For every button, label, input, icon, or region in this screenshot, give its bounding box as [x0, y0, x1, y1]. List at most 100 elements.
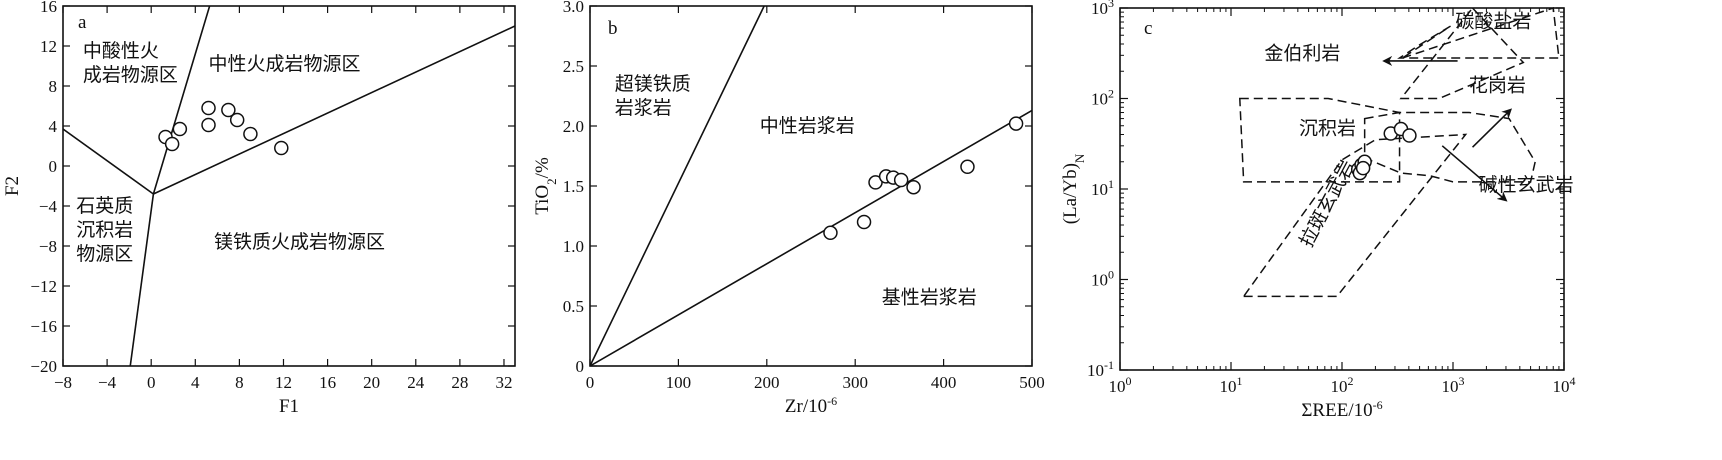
c-y-tick-exp: 1 — [1108, 177, 1114, 191]
a-region-label: 中性火成岩物源区 — [209, 53, 361, 75]
b-x-tick-label: 0 — [586, 373, 595, 392]
b-region-label-line: 岩浆岩 — [615, 97, 672, 119]
c-field-label: 拉斑玄武岩 — [1295, 157, 1359, 251]
a-region-label: 镁铁质火成岩物源区 — [214, 231, 385, 253]
a-region-label: 石英质沉积岩物源区 — [76, 195, 133, 265]
b-region-label: 超镁铁质岩浆岩 — [615, 73, 691, 119]
b-y-tick-label: 2.0 — [563, 117, 584, 136]
b-y-tick-label: 1.0 — [563, 237, 584, 256]
c-x-tick-exp: 0 — [1126, 374, 1132, 388]
b-data-point — [906, 179, 921, 195]
b-region-label-line: 超镁铁质 — [615, 73, 691, 95]
a-region-label-line: 中酸性火 — [83, 40, 159, 62]
a-region-label: 中酸性火成岩物源区 — [83, 40, 178, 86]
c-field-label: 沉积岩 — [1299, 118, 1356, 140]
b-x-tick-label: 300 — [842, 373, 868, 392]
b-y-tick-label: 3.0 — [563, 0, 584, 16]
a-y-tick-label: −4 — [39, 197, 58, 216]
b-x-tick-label: 400 — [931, 373, 957, 392]
c-x-tick-exp: 1 — [1237, 374, 1243, 388]
c-y-tick-label: 101 — [1091, 177, 1114, 199]
c-x-tick-label: 101 — [1220, 374, 1243, 396]
c-data-point — [1355, 160, 1371, 176]
c-x-tick-label: 102 — [1331, 374, 1354, 396]
a-y-tick-label: 8 — [49, 77, 58, 96]
b-x-tick-label: 500 — [1019, 373, 1045, 392]
b-boundary-lines — [590, 6, 1032, 366]
b-boundary-line — [590, 6, 765, 366]
c-y-tick-exp: 0 — [1108, 268, 1114, 282]
a-region-label-line: 物源区 — [76, 243, 133, 265]
a-data-point — [274, 140, 289, 156]
c-y-tick-label: 10-1 — [1087, 358, 1114, 380]
a-boundary-lines — [63, 6, 515, 366]
b-region-label-line: 基性岩浆岩 — [882, 287, 977, 309]
c-field-label: 金伯利岩 — [1264, 42, 1340, 64]
a-region-label-line: 镁铁质火成岩物源区 — [214, 231, 385, 253]
a-y-tick-label: −16 — [30, 317, 57, 336]
c-x-axis-label: ΣREE/10-6 — [1301, 398, 1382, 421]
c-x-tick-exp: 4 — [1570, 374, 1576, 388]
a-y-tick-label: 4 — [49, 117, 58, 136]
a-x-tick-label: 0 — [147, 373, 156, 392]
panel-a-chart: −8 −4 0 4 8 12 16 20 24 28 32 −20 −16 −12 −8 −4 0 4 8 12 16 中… — [2, 0, 516, 417]
b-data-point — [823, 225, 838, 241]
a-x-tick-label: 20 — [363, 373, 380, 392]
a-x-tick-label: −4 — [98, 373, 117, 392]
a-boundary-line — [153, 25, 515, 195]
b-x-tick-label: 200 — [754, 373, 780, 392]
b-data-point — [1008, 116, 1024, 131]
a-data-point — [164, 136, 180, 152]
c-y-axis-sub: N — [1072, 153, 1087, 163]
b-boundary-line — [590, 109, 1032, 366]
a-data-point — [201, 100, 216, 116]
c-x-axis-exp: -6 — [1373, 398, 1383, 412]
b-x-tick-label: 100 — [666, 373, 692, 392]
a-panel-letter: a — [78, 12, 87, 33]
b-x-axis-exp: -6 — [827, 394, 837, 408]
a-region-label-line: 沉积岩 — [76, 219, 133, 241]
a-boundary-line — [129, 193, 155, 366]
b-region-label: 中性岩浆岩 — [760, 115, 855, 137]
panel-b-chart: 0 100 200 300 400 500 0 0.5 1.0 1.5 2.0 2.5 3.0 超镁铁质岩… — [532, 0, 1045, 417]
a-x-tick-label: 4 — [191, 373, 200, 392]
c-x-tick-label: 100 — [1109, 374, 1132, 396]
a-y-tick-label: −12 — [30, 277, 57, 296]
b-region-label: 基性岩浆岩 — [882, 287, 977, 309]
c-field-outline — [1239, 97, 1401, 183]
c-data-point — [1402, 128, 1417, 143]
c-x-tick-label: 103 — [1442, 374, 1465, 396]
a-y-tick-label: −8 — [39, 237, 57, 256]
a-x-tick-label: 24 — [407, 373, 425, 392]
a-region-label-line: 中性火成岩物源区 — [209, 53, 361, 75]
a-x-tick-label: 12 — [275, 373, 292, 392]
a-x-tick-label: −8 — [54, 373, 72, 392]
a-y-tick-label: 16 — [40, 0, 57, 16]
c-y-tick-label: 100 — [1091, 268, 1114, 290]
a-x-tick-label: 32 — [495, 373, 512, 392]
b-data-point — [960, 159, 975, 175]
b-data-point — [856, 214, 872, 230]
b-y-tick-label: 0.5 — [563, 297, 584, 316]
a-x-tick-label: 28 — [451, 373, 468, 392]
b-x-axis-label: Zr/10-6 — [785, 394, 837, 417]
c-field-label: 花岗岩 — [1469, 74, 1526, 96]
c-y-tick-label: 102 — [1091, 87, 1114, 109]
b-region-label-line: 中性岩浆岩 — [760, 115, 855, 137]
a-x-tick-label: 16 — [319, 373, 336, 392]
c-x-tick-exp: 2 — [1348, 374, 1354, 388]
a-y-tick-label: −20 — [30, 357, 57, 376]
c-field-outline — [1242, 133, 1468, 298]
b-y-tick-label: 2.5 — [563, 57, 584, 76]
c-y-tick-label: 103 — [1091, 0, 1114, 18]
c-panel-letter: c — [1144, 18, 1152, 39]
b-panel-letter: b — [608, 18, 618, 39]
c-field-outline — [1399, 6, 1525, 100]
b-data-point — [893, 172, 909, 188]
a-y-axis-label: F2 — [2, 176, 23, 196]
a-data-point — [201, 117, 216, 133]
b-y-axis-label: TiO2/% — [532, 157, 559, 215]
c-field-outline — [1397, 6, 1560, 59]
c-x-tick-label: 104 — [1553, 374, 1576, 396]
